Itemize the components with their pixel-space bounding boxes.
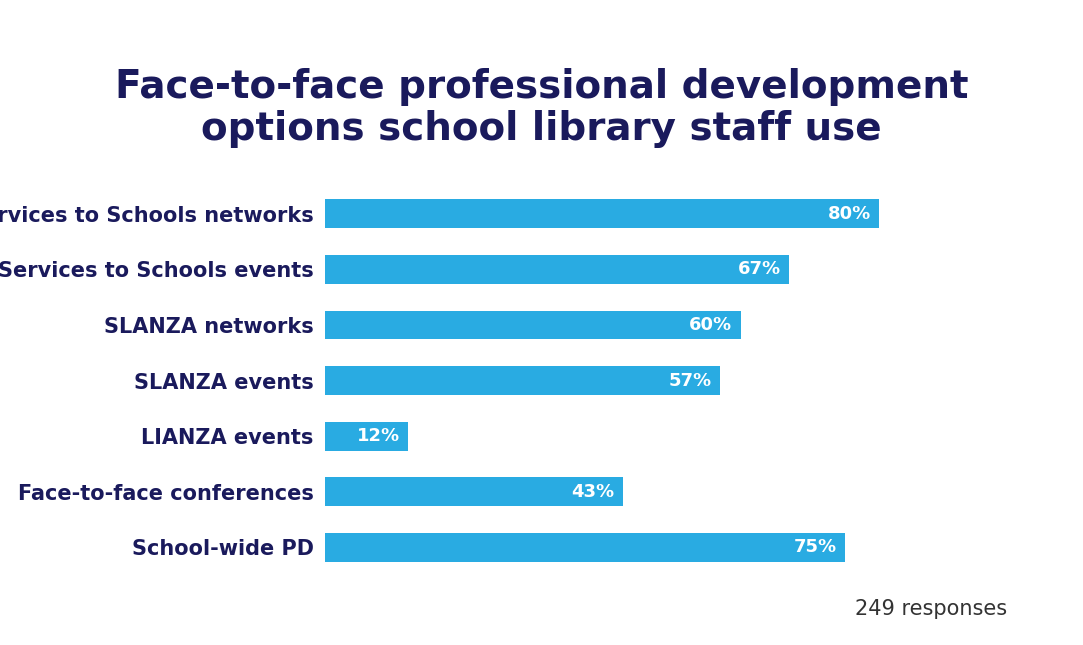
Text: 75%: 75% bbox=[794, 538, 836, 556]
Text: 80%: 80% bbox=[827, 205, 871, 223]
Text: 12%: 12% bbox=[356, 427, 400, 445]
Bar bbox=[325, 199, 879, 228]
Text: options school library staff use: options school library staff use bbox=[201, 110, 882, 148]
Bar bbox=[325, 255, 790, 284]
Text: Face-to-face professional development: Face-to-face professional development bbox=[115, 68, 968, 106]
Bar bbox=[325, 366, 720, 395]
Text: 249 responses: 249 responses bbox=[856, 599, 1007, 619]
Text: 67%: 67% bbox=[738, 261, 781, 279]
Bar bbox=[325, 422, 408, 451]
Text: 43%: 43% bbox=[572, 482, 615, 501]
Bar bbox=[325, 533, 845, 562]
Text: 57%: 57% bbox=[668, 372, 712, 390]
Text: 60%: 60% bbox=[690, 316, 732, 334]
Bar bbox=[325, 311, 741, 339]
Bar bbox=[325, 477, 623, 506]
